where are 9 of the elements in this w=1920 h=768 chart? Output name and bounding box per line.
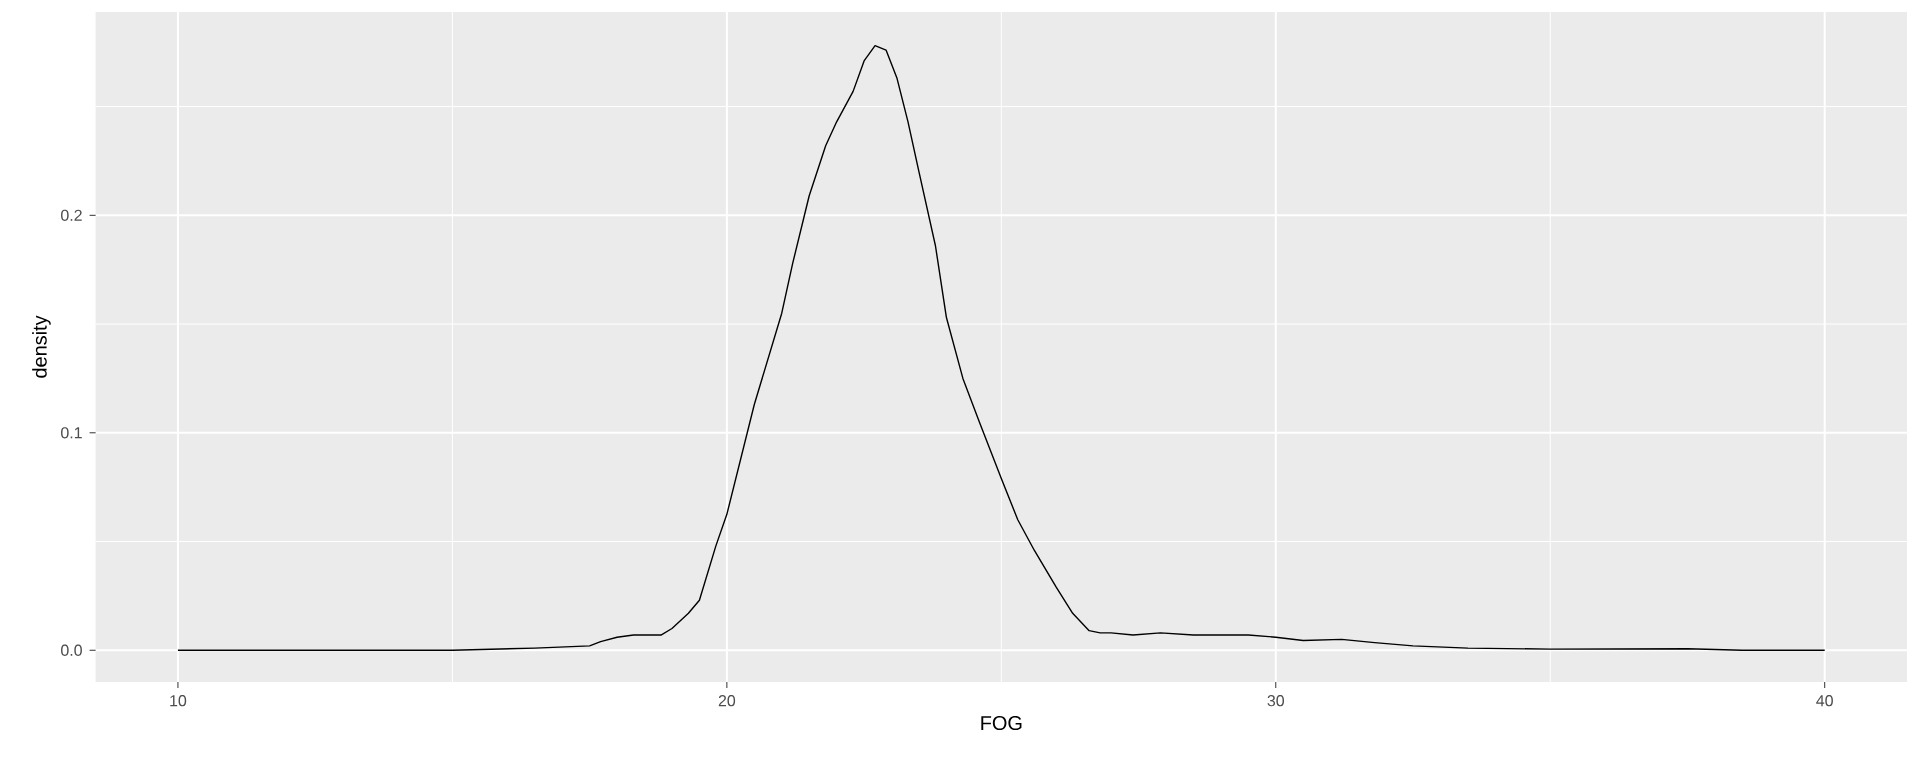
y-tick-label: 0.0 [61, 644, 82, 656]
y-tick-label: 0.2 [61, 209, 82, 221]
y-tick-label: 0.1 [61, 427, 82, 439]
x-tick-label: 20 [718, 695, 736, 707]
x-tick-label: 40 [1816, 695, 1833, 707]
x-axis-title: FOG [981, 716, 1022, 731]
x-tick-label: 30 [1267, 695, 1285, 707]
x-tick-label: 10 [170, 695, 187, 707]
y-axis-title: density [32, 315, 51, 378]
